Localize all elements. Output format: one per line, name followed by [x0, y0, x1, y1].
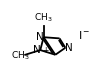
Text: CH$_3$: CH$_3$: [34, 12, 53, 24]
Text: I$^-$: I$^-$: [78, 29, 91, 41]
Text: +: +: [42, 46, 49, 55]
Text: N: N: [65, 43, 73, 53]
Text: N: N: [36, 32, 44, 42]
Text: N: N: [33, 45, 40, 55]
Text: CH$_3$: CH$_3$: [11, 49, 30, 62]
